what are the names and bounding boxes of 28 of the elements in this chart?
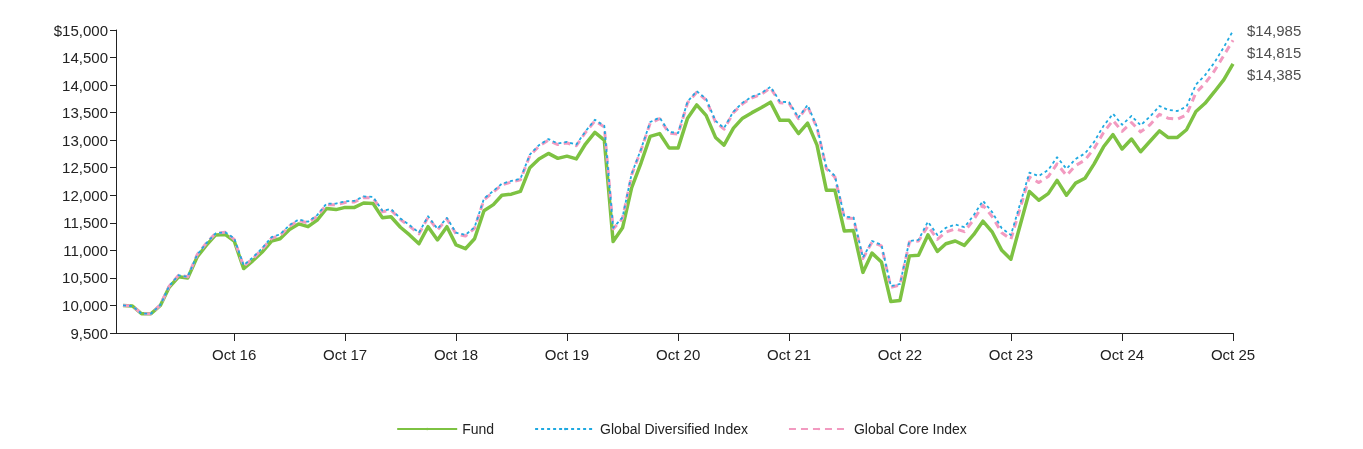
x-tick-label: Oct 21 <box>766 346 812 363</box>
x-tick-label: Oct 25 <box>1210 346 1256 363</box>
x-tick-label: Oct 22 <box>877 346 923 363</box>
y-tick-label: 11,000 <box>63 241 108 259</box>
annotation: $14,385 <box>1247 66 1302 84</box>
y-tick-label: 10,000 <box>62 296 108 314</box>
y-tick-label: 10,500 <box>62 269 108 287</box>
y-tick-label: $15,000 <box>53 21 108 39</box>
x-tick-label: Oct 23 <box>988 346 1033 363</box>
legend-label: Global Core Index <box>853 421 967 437</box>
y-tick-label: 13,500 <box>62 104 108 122</box>
x-tick-label: Oct 19 <box>544 346 590 363</box>
annotation: $14,985 <box>1247 22 1302 40</box>
x-tick-label: Oct 20 <box>656 346 701 363</box>
x-tick-label: Oct 16 <box>212 346 257 363</box>
x-tick-label: Oct 17 <box>323 346 368 363</box>
y-tick-label: 13,000 <box>62 131 108 149</box>
x-tick-label: Oct 18 <box>433 346 479 363</box>
annotation: $14,815 <box>1247 44 1302 62</box>
y-tick-label: 14,500 <box>62 49 108 67</box>
y-tick-label: 11,500 <box>63 214 108 232</box>
legend-label: Global Diversified Index <box>600 421 748 437</box>
x-tick-label: Oct 24 <box>1100 346 1145 363</box>
y-tick-label: 12,000 <box>62 186 108 204</box>
y-tick-label: 14,000 <box>62 76 108 94</box>
legend-label: Fund <box>462 421 495 437</box>
y-tick-label: 12,500 <box>62 159 108 177</box>
y-tick-label: 9,500 <box>70 324 108 342</box>
